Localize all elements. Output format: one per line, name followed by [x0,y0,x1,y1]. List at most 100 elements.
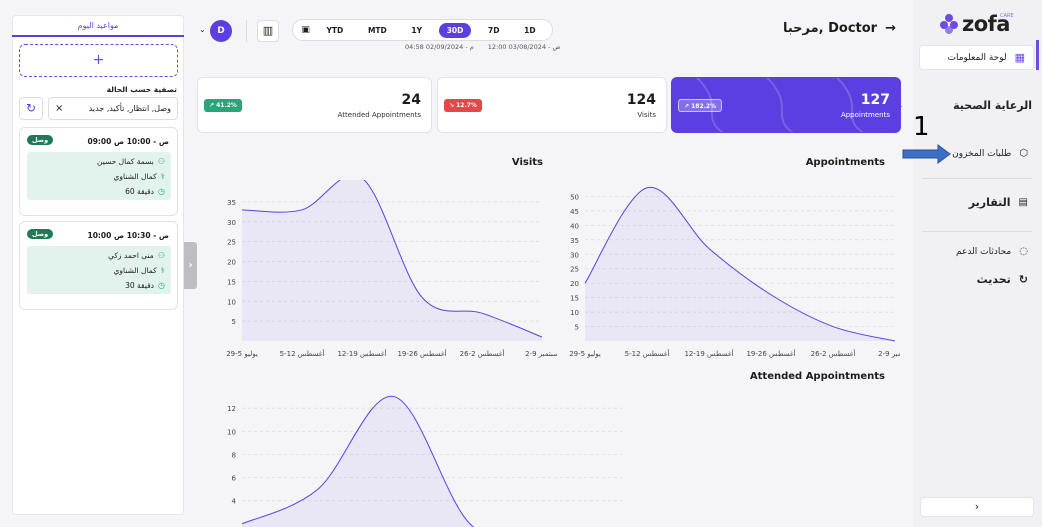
sidebar-item-inventory[interactable]: طلبات المخزون ⬡ [952,148,1028,159]
stat-card-appointments[interactable]: 127 Appointments ↗ 182.2% [671,77,901,133]
sidebar-item-reports[interactable]: التقارير ▤ [969,196,1028,209]
logo-text: zofa [962,12,1010,36]
stat-card-attended[interactable]: 24 Attended Appointments ↗ 41.2% [197,77,432,133]
stethoscope-icon: ⚕ [160,172,165,181]
user-icon: ⚇ [157,251,165,260]
user-icon: ⚇ [157,157,165,166]
refresh-icon: ↻ [1018,273,1028,286]
chat-icon: ◌ [1019,246,1028,257]
status-badge: وصل [27,229,54,239]
x-tick-label: 26-2 أغسطس [460,349,505,358]
back-arrow-icon[interactable]: → [885,21,896,36]
date-range-filter: ▣ YTD MTD 1Y 30D 7D 1D [292,19,553,41]
sidebar-item-label: تحديث [976,273,1011,286]
status-filter-select[interactable]: × وصل, انتظار, تأكيد, جديد [48,97,178,120]
sidebar-collapse-button[interactable]: › [920,497,1034,517]
y-tick-label: 5 [232,318,236,326]
stat-change-badge: ↘ 12.7% [444,99,482,112]
y-tick-label: 4 [232,498,237,506]
status-badge: وصل [27,135,54,145]
series-line [584,186,896,342]
status-filter-value: وصل, انتظار, تأكيد, جديد [88,104,171,113]
filter-7d[interactable]: 7D [488,25,500,35]
series-line [241,396,475,527]
stat-change-badge: ↗ 182.2% [678,99,723,112]
annotation-arrow-icon [902,144,951,164]
add-appointment-button[interactable]: + [19,44,178,77]
divider [922,178,1032,179]
appointment-details: بسمة كمال حسين ⚇ كمال الشناوي ⚕ 60 دقيقة ◷ [27,152,171,200]
chart-toggle-button[interactable]: ▥ [257,20,279,42]
stat-value: 24 [401,92,421,108]
y-tick-label: 10 [227,298,236,306]
x-tick-label: 19-26 أغسطس [746,349,795,358]
x-tick-label: 26-2 أغسطس [811,349,856,358]
sidebar-item-update[interactable]: تحديث ↻ [977,273,1028,286]
filter-30d[interactable]: 30D [438,22,472,38]
panel-title: مواعيد اليوم [12,15,184,37]
doctor-row: كمال الشناوي ⚕ [114,266,165,275]
y-tick-label: 8 [232,451,236,459]
series-area [242,180,542,341]
sidebar-item-label: طلبات المخزون [952,148,1012,159]
appointment-time: ص - 10:00 ص 09:00 [87,137,170,146]
sidebar-scrollbar[interactable] [1036,40,1039,70]
filter-1d[interactable]: 1D [524,25,536,35]
sidebar-item-label: التقارير [968,196,1011,209]
logo-subtitle: CARE [1000,13,1014,19]
x-tick-label: 2-9 سبتمبر [878,350,900,358]
y-tick-label: 35 [227,199,236,207]
sidebar-section-label: الرعاية الصحية [953,99,1032,112]
clipboard-icon: ▤ [1018,197,1028,208]
patient-row: بسمة كمال حسين ⚇ [97,157,165,166]
sidebar-section-health[interactable]: ⌄ الرعاية الصحية [896,99,1032,112]
y-tick-label: 30 [570,251,579,259]
filter-mtd[interactable]: MTD [367,25,387,35]
attended-chart: 4 6 8 10 12 [227,396,622,527]
x-tick-label: 12-19 أغسطس [337,349,386,358]
avatar[interactable]: D [210,20,232,42]
y-tick-label: 20 [227,259,236,267]
y-tick-label: 15 [227,278,236,286]
x-tick-label: 5-12 أغسطس [625,349,670,358]
filter-1y[interactable]: 1Y [411,25,423,35]
box-icon: ⬡ [1019,148,1028,159]
grid-icon: ▦ [1014,51,1025,64]
panel-collapse-button[interactable]: › [184,242,197,289]
patient-name: منى احمد زكي [108,251,154,260]
annotation-number: 1 [913,112,930,142]
chart-title-attended: Attended Appointments [749,371,885,382]
stat-change: 41.2% [216,102,237,109]
y-tick-label: 40 [570,222,579,230]
date-range-text: 04:58 م - 02/09/2024 12:00 ص - 03/08/202… [405,43,560,51]
stat-card-visits[interactable]: 124 Visits ↘ 12.7% [437,77,667,133]
chart-title-visits: Visits [511,157,543,168]
clear-icon[interactable]: × [55,103,64,114]
appointment-card[interactable]: ص - 10:00 ص 09:00 وصل بسمة كمال حسين ⚇ كم… [19,127,178,216]
series-line [241,180,543,338]
bar-chart-icon: ▥ [262,24,274,37]
y-tick-label: 25 [570,266,579,274]
y-tick-label: 50 [570,193,579,201]
clock-icon: ◷ [158,281,165,290]
y-tick-label: 20 [570,280,579,288]
x-tick-label: 5-12 أغسطس [280,349,325,358]
sidebar [913,0,1042,527]
sidebar-item-support[interactable]: محادثات الدعم ◌ [956,246,1028,257]
chevron-down-icon[interactable]: ⌄ [199,25,206,34]
sidebar-item-dashboard[interactable]: لوحة المعلومات ▦ [919,45,1034,70]
x-tick-label: 12-19 أغسطس [684,349,733,358]
series-area [242,396,474,527]
series-area [585,187,895,341]
logo: zofa CARE [940,12,1014,36]
refresh-button[interactable]: ↻ [19,97,43,120]
filter-ytd[interactable]: YTD [326,25,344,35]
stat-change-badge: ↗ 41.2% [204,99,242,112]
y-tick-label: 30 [227,219,236,227]
x-tick-label: 29-5 يوليو [226,350,258,358]
doctor-row: كمال الشناوي ⚕ [114,172,165,181]
appointment-card[interactable]: ص - 10:30 ص 10:00 وصل منى احمد زكي ⚇ كمال… [19,221,178,310]
stat-value: 124 [626,92,656,108]
calendar-icon[interactable]: ▣ [301,25,310,35]
